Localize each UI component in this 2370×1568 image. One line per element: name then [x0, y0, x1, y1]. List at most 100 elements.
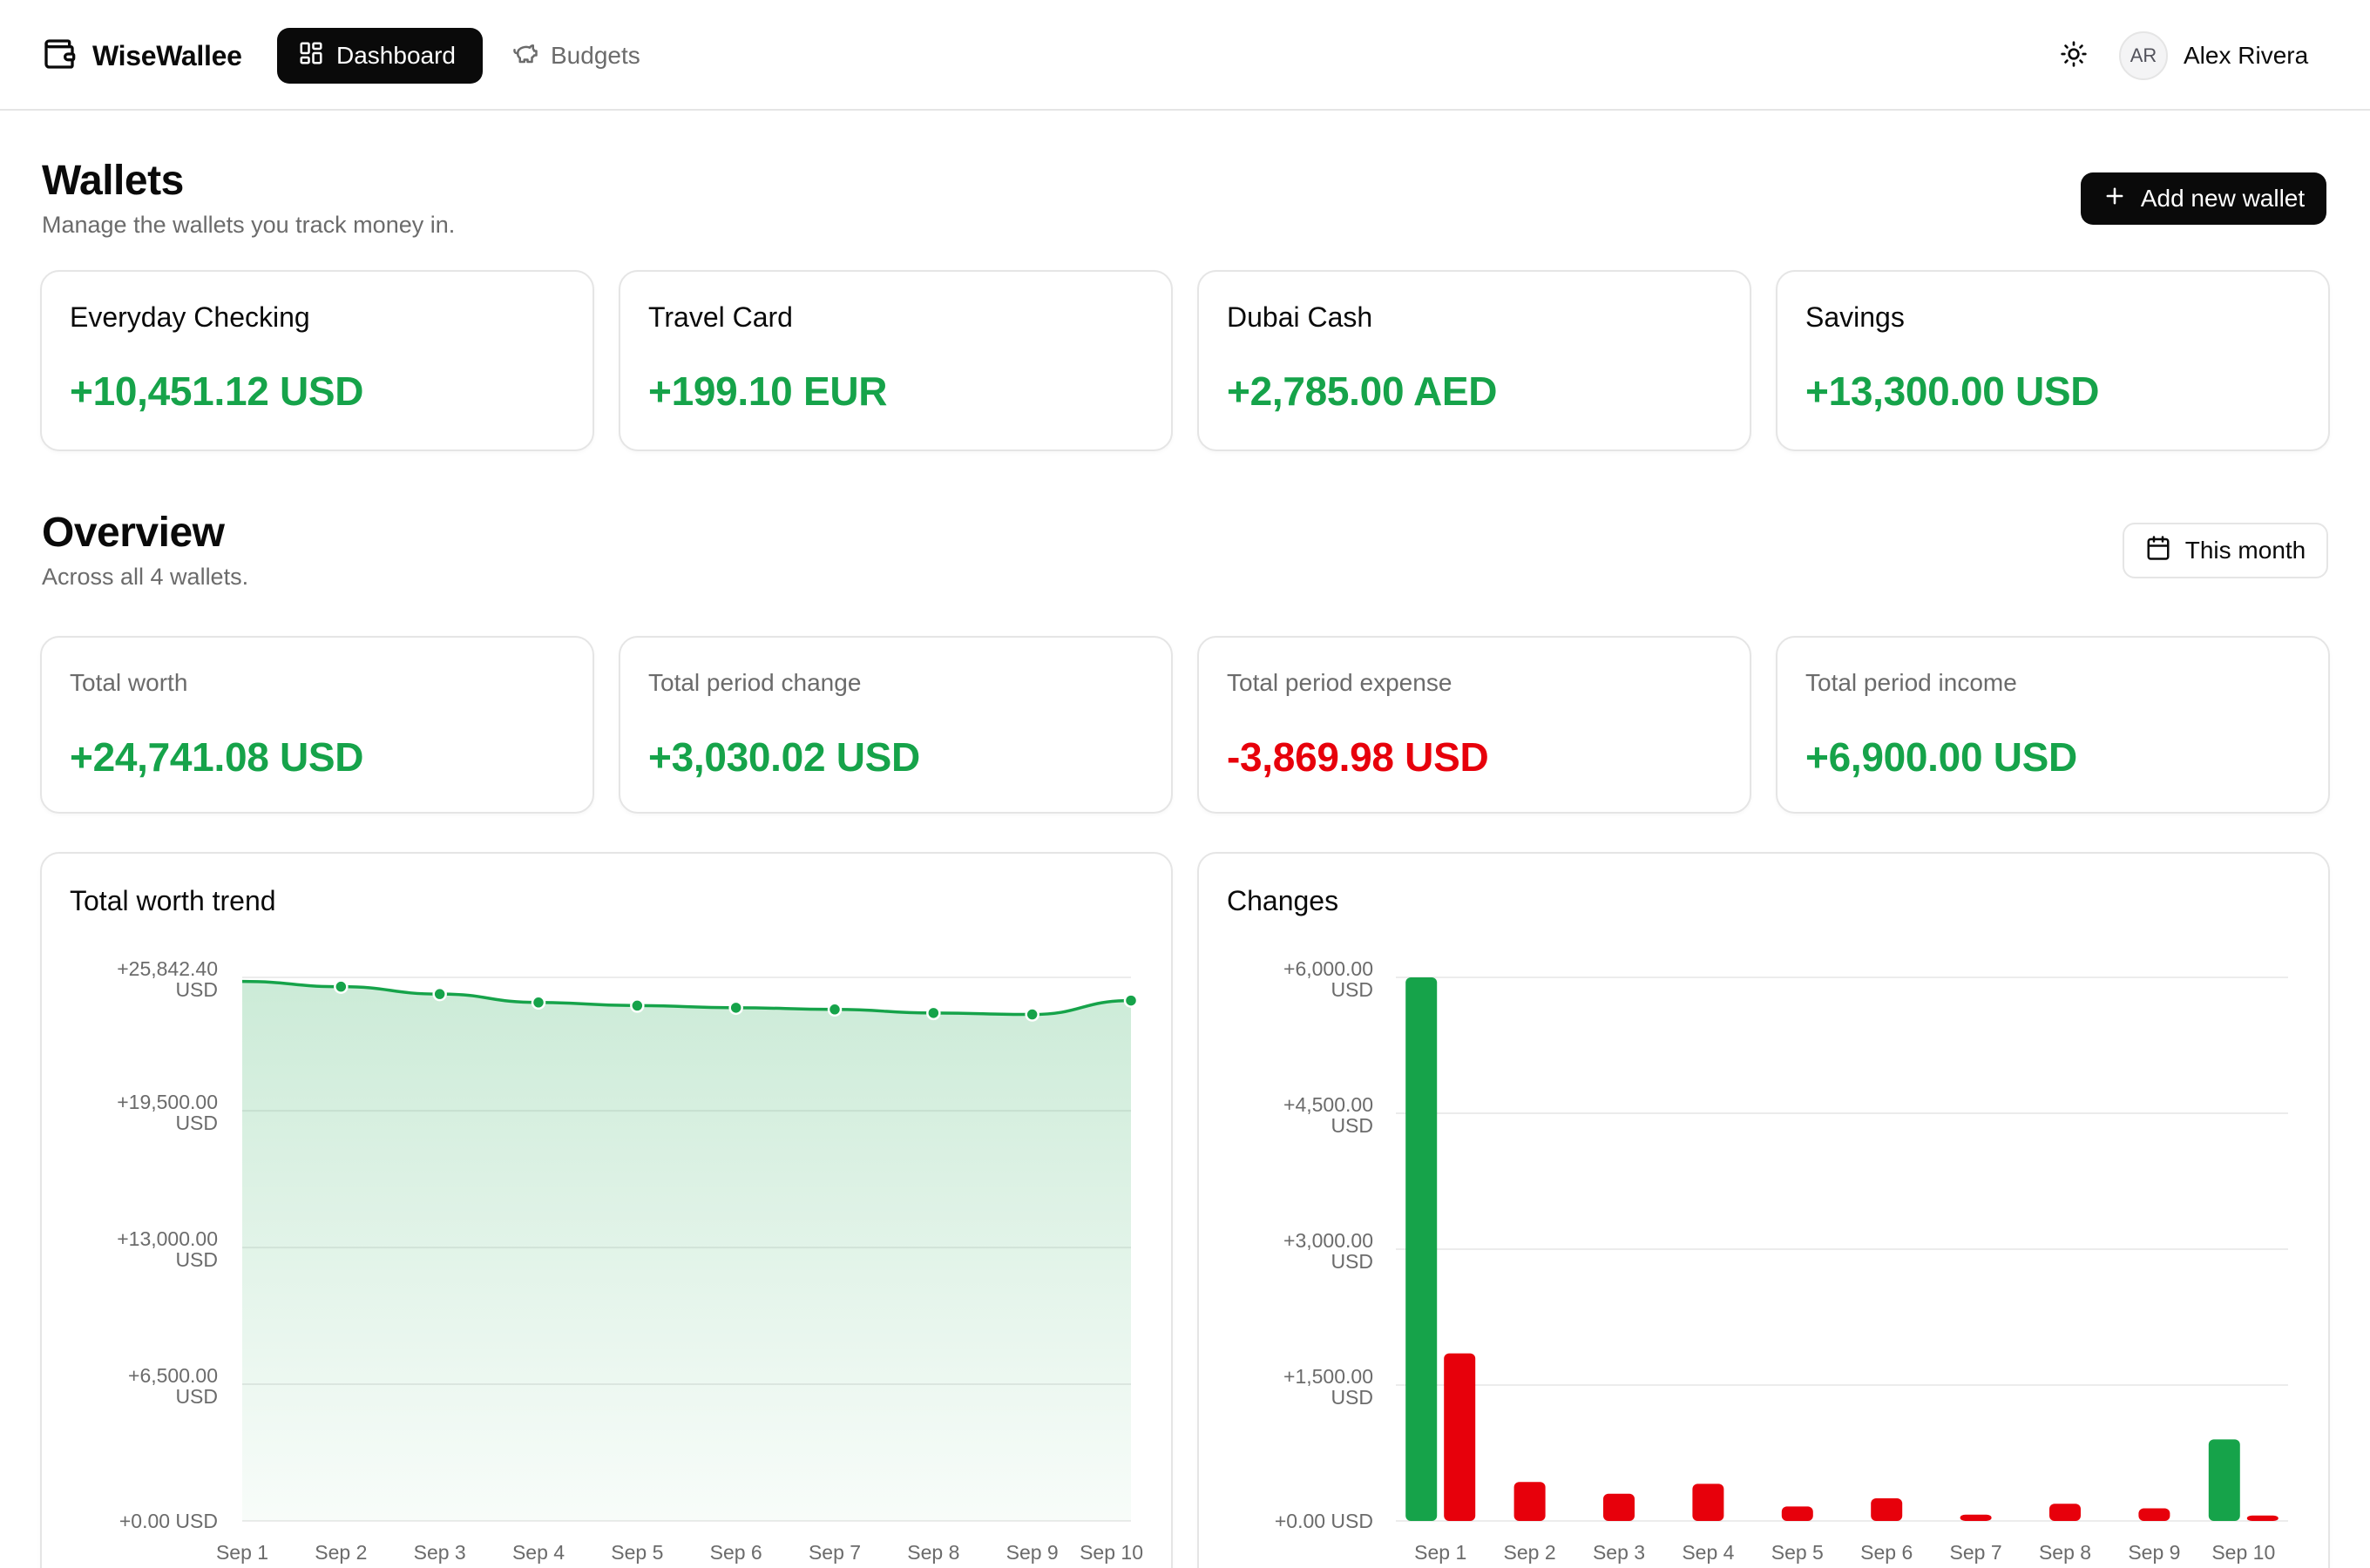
user-name: Alex Rivera [2184, 42, 2309, 69]
x-tick-label: Sep 1 [1414, 1541, 1466, 1564]
grid-icon [298, 40, 324, 72]
changes-card: Changes Sep 1 Sep 2 Sep 3 Sep 4 Sep 5 Sep 6 Se… [1197, 852, 2330, 1568]
wallet-icon [42, 37, 77, 76]
trend-point [630, 998, 645, 1013]
stat-label: Total worth [70, 669, 188, 696]
y-tick-label: +0.00 USD [1275, 1510, 1373, 1532]
y-tick-label: +6,000.00 [1283, 957, 1373, 980]
brand[interactable]: WiseWallee [42, 35, 242, 77]
y-tick-unit: USD [175, 1248, 218, 1271]
y-tick-unit: USD [175, 1112, 218, 1134]
overview-title: Overview [42, 510, 225, 556]
total-worth-trend-card: Total worth trend +0.00 USD +6,500.00 USD +… [40, 852, 1173, 1568]
stat-card-total-worth: Total worth +24,741.08 USD [40, 636, 594, 814]
x-tick-label: Sep 2 [315, 1541, 367, 1564]
stat-card-period-expense: Total period expense -3,869.98 USD [1197, 636, 1751, 814]
wallet-balance: +2,785.00 AED [1227, 368, 1498, 414]
y-tick-label: +25,842.40 [117, 957, 218, 980]
stat-label: Total period change [648, 669, 862, 696]
user-menu[interactable]: AR Alex Rivera [2119, 31, 2308, 80]
x-tick-label: Sep 4 [1682, 1541, 1734, 1564]
overview-subtitle: Across all 4 wallets. [42, 564, 249, 590]
stat-value: +3,030.02 USD [648, 734, 920, 780]
y-tick-unit: USD [1331, 1114, 1373, 1137]
nav-dashboard[interactable]: Dashboard [277, 28, 483, 84]
trend-point [1123, 993, 1139, 1008]
y-tick-label: +3,000.00 [1283, 1229, 1373, 1252]
trend-point [926, 1005, 941, 1021]
trend-point [432, 986, 447, 1002]
trend-area [242, 981, 1131, 1521]
wallet-name: Travel Card [648, 301, 793, 333]
plus-icon [2103, 184, 2127, 214]
chart-title: Total worth trend [70, 885, 276, 916]
x-tick-label: Sep 3 [1593, 1541, 1645, 1564]
y-tick-unit: USD [1331, 978, 1373, 1001]
calendar-icon [2145, 535, 2171, 567]
chart-title: Changes [1227, 885, 1339, 916]
trend-line [241, 979, 1132, 1017]
x-tick-label: Sep 2 [1504, 1541, 1556, 1564]
period-label: This month [2184, 537, 2306, 564]
x-tick-label: Sep 6 [710, 1541, 762, 1564]
wallet-card-travel-card[interactable]: Travel Card +199.10 EUR [619, 270, 1173, 451]
x-tick-label: Sep 1 [216, 1541, 268, 1564]
nav-budgets[interactable]: Budgets [491, 28, 666, 84]
y-tick-label: +19,500.00 [117, 1091, 218, 1113]
income-bar [2208, 1439, 2240, 1521]
expense-bar [1444, 1353, 1476, 1521]
x-tick-label: Sep 7 [1950, 1541, 2002, 1564]
expense-bar [2246, 1515, 2279, 1521]
brand-name: WiseWallee [92, 39, 242, 71]
nav-dashboard-label: Dashboard [336, 42, 456, 69]
wallet-card-savings[interactable]: Savings +13,300.00 USD [1776, 270, 2330, 451]
stat-value: -3,869.98 USD [1227, 734, 1489, 780]
x-tick-label: Sep 10 [1080, 1541, 1143, 1564]
x-tick-label: Sep 5 [1771, 1541, 1824, 1564]
x-tick-label: Sep 7 [809, 1541, 861, 1564]
stat-card-period-change: Total period change +3,030.02 USD [619, 636, 1173, 814]
trend-point [531, 995, 546, 1010]
wallets-subtitle: Manage the wallets you track money in. [42, 212, 456, 238]
wallet-name: Dubai Cash [1227, 301, 1373, 333]
wallet-balance: +13,300.00 USD [1805, 368, 2100, 414]
expense-bar [1692, 1484, 1724, 1521]
x-tick-label: Sep 9 [1006, 1541, 1059, 1564]
stat-value: +24,741.08 USD [70, 734, 364, 780]
expense-bar [1603, 1493, 1635, 1521]
theme-toggle-button[interactable] [2053, 35, 2095, 77]
x-tick-label: Sep 8 [907, 1541, 959, 1564]
y-tick-unit: USD [1331, 1386, 1373, 1409]
y-tick-label: +4,500.00 [1283, 1093, 1373, 1116]
y-tick-unit: USD [175, 1385, 218, 1408]
x-tick-label: Sep 5 [611, 1541, 663, 1564]
trend-point [827, 1002, 843, 1017]
expense-bar [1781, 1506, 1813, 1521]
stat-label: Total period income [1805, 669, 2017, 696]
top-navbar: WiseWallee Dashboard Budgets AR [0, 0, 2370, 111]
x-tick-label: Sep 3 [414, 1541, 466, 1564]
x-tick-label: Sep 4 [512, 1541, 565, 1564]
y-tick-label: +6,500.00 [128, 1364, 218, 1387]
wallet-name: Savings [1805, 301, 1905, 333]
trend-point [334, 979, 349, 994]
total-worth-trend-chart: +0.00 USD+6,500.00USD+13,000.00USD+19,50… [117, 957, 1143, 1564]
y-tick-label: +0.00 USD [119, 1510, 218, 1532]
trend-point [728, 1000, 743, 1016]
period-select-button[interactable]: This month [2123, 523, 2328, 578]
wallet-card-everyday-checking[interactable]: Everyday Checking +10,451.12 USD [40, 270, 594, 451]
changes-chart: Sep 1 Sep 2 Sep 3 Sep 4 Sep 5 Sep 6 Sep 7 Sep 8… [1275, 957, 2288, 1564]
x-tick-label: Sep 10 [2211, 1541, 2275, 1564]
sun-icon [2060, 40, 2088, 72]
y-tick-unit: USD [1331, 1250, 1373, 1273]
wallet-card-dubai-cash[interactable]: Dubai Cash +2,785.00 AED [1197, 270, 1751, 451]
expense-bar [1871, 1498, 1903, 1521]
piggy-bank-icon [512, 40, 538, 72]
y-tick-unit: USD [175, 978, 218, 1001]
add-wallet-label: Add new wallet [2140, 185, 2306, 212]
avatar: AR [2119, 31, 2168, 80]
trend-point [1025, 1007, 1039, 1022]
nav-budgets-label: Budgets [551, 42, 640, 69]
expense-bar [2049, 1504, 2081, 1521]
add-wallet-button[interactable]: Add new wallet [2081, 172, 2326, 225]
